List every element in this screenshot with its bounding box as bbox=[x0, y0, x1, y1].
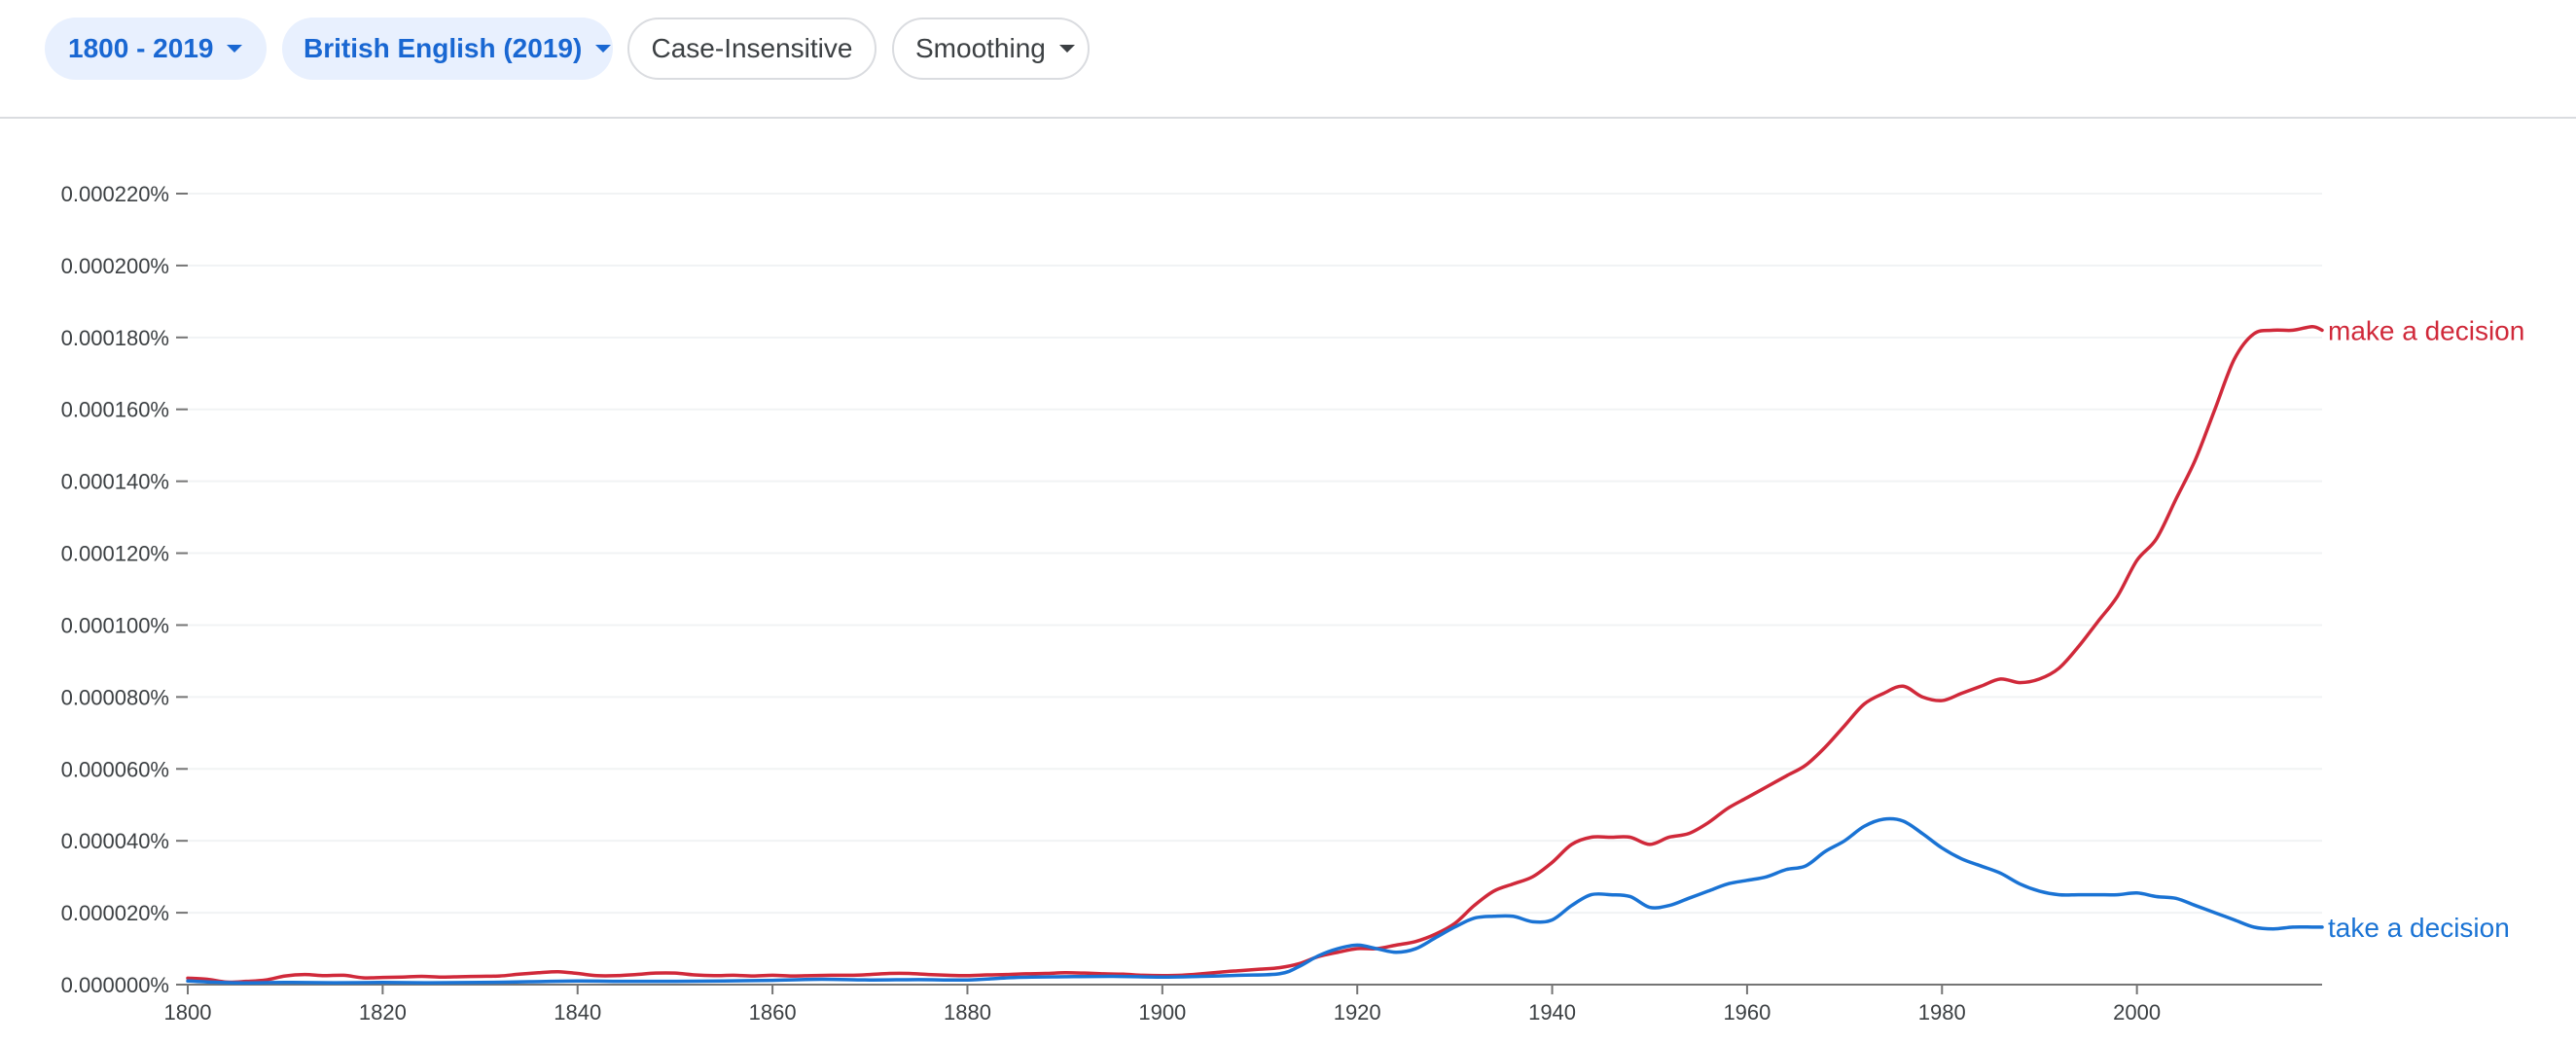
axes: 0.000000% 0.000020% 0.000040% 0.000060% 0.00… bbox=[61, 182, 2322, 1025]
x-tick-label: 1960 bbox=[1723, 1000, 1771, 1025]
smoothing-label: Smoothing bbox=[915, 33, 1046, 63]
x-tick-label: 1900 bbox=[1138, 1000, 1186, 1025]
x-tick-label: 1920 bbox=[1334, 1000, 1381, 1025]
chevron-down-icon bbox=[227, 45, 243, 53]
y-tick-label: 0.000060% bbox=[61, 757, 169, 781]
x-tick-label: 1860 bbox=[749, 1000, 797, 1025]
smoothing-dropdown[interactable]: Smoothing bbox=[892, 18, 1090, 80]
y-tick-label: 0.000140% bbox=[61, 470, 169, 494]
case-insensitive-toggle[interactable]: Case-Insensitive bbox=[627, 18, 877, 80]
y-tick-label: 0.000100% bbox=[61, 613, 169, 637]
chevron-down-icon bbox=[1058, 45, 1075, 53]
toolbar: 1800 - 2019 British English (2019) Case-… bbox=[0, 0, 2576, 119]
series-line-take-a-decision[interactable] bbox=[186, 816, 2324, 985]
x-tick-label: 1800 bbox=[164, 1000, 212, 1025]
series-line-make-a-decision[interactable] bbox=[186, 324, 2324, 985]
series-labels: make a decision take a decision bbox=[2328, 315, 2524, 942]
y-tick-label: 0.000020% bbox=[61, 901, 169, 925]
y-tick-label: 0.000040% bbox=[61, 829, 169, 853]
x-tick-label: 1940 bbox=[1528, 1000, 1576, 1025]
y-tick-label: 0.000220% bbox=[61, 182, 169, 206]
x-tick-label: 2000 bbox=[2113, 1000, 2161, 1025]
ngram-chart: 0.000000% 0.000020% 0.000040% 0.000060% 0.00… bbox=[61, 182, 2525, 1025]
y-tick-label: 0.000180% bbox=[61, 326, 169, 350]
y-tick-label: 0.000160% bbox=[61, 398, 169, 422]
corpus-dropdown[interactable]: British English (2019) bbox=[282, 18, 613, 80]
case-insensitive-label: Case-Insensitive bbox=[651, 33, 853, 63]
y-tick-label: 0.000000% bbox=[61, 973, 169, 997]
x-tick-label: 1840 bbox=[554, 1000, 601, 1025]
y-tick-label: 0.000200% bbox=[61, 254, 169, 278]
series-label-take-a-decision[interactable]: take a decision bbox=[2328, 913, 2510, 943]
x-tick-label: 1880 bbox=[944, 1000, 991, 1025]
series-lines bbox=[186, 324, 2324, 985]
date-range-dropdown[interactable]: 1800 - 2019 bbox=[45, 18, 267, 80]
chevron-down-icon bbox=[595, 45, 612, 53]
y-tick-label: 0.000120% bbox=[61, 542, 169, 566]
x-tick-label: 1980 bbox=[1918, 1000, 1966, 1025]
corpus-label: British English (2019) bbox=[304, 33, 583, 63]
y-tick-label: 0.000080% bbox=[61, 685, 169, 709]
date-range-label: 1800 - 2019 bbox=[68, 33, 214, 63]
x-tick-label: 1820 bbox=[359, 1000, 407, 1025]
series-label-make-a-decision[interactable]: make a decision bbox=[2328, 315, 2524, 345]
gridlines bbox=[188, 193, 2322, 915]
